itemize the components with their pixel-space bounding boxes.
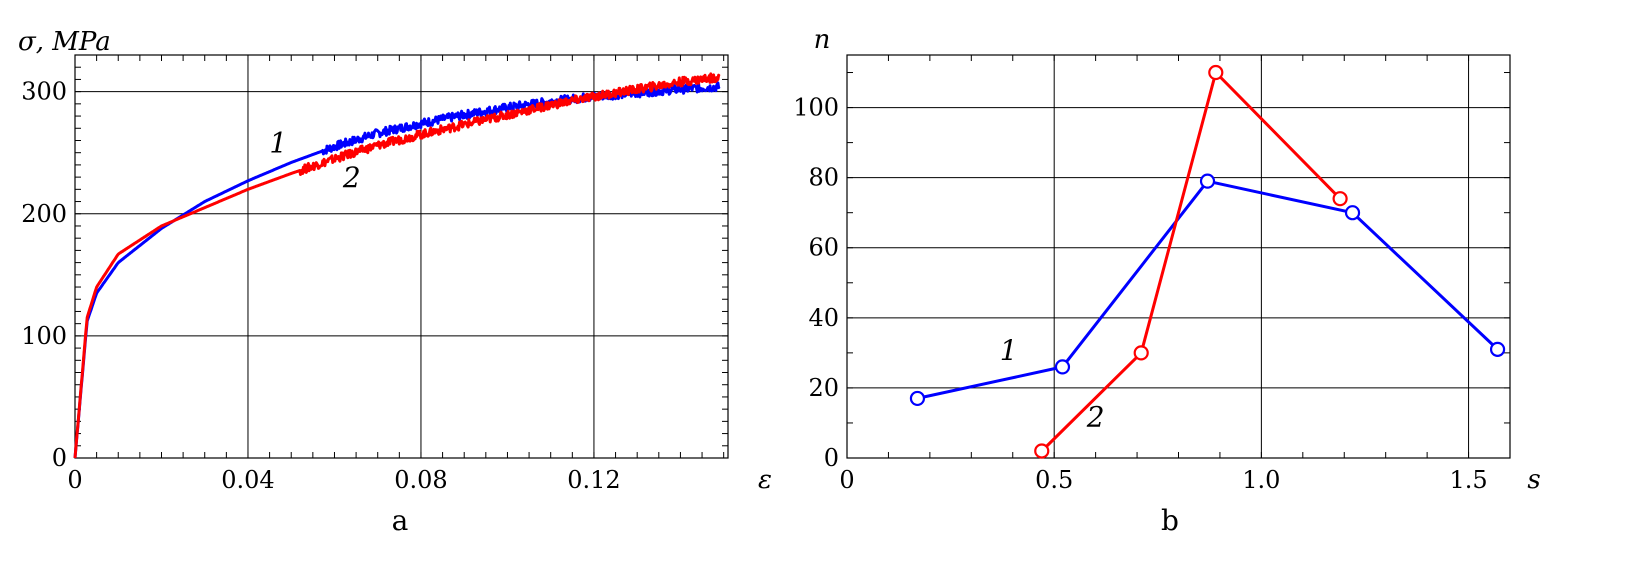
x-axis-title: ε (758, 465, 772, 495)
data-point (1054, 359, 1071, 375)
curve-label-1: 1 (269, 127, 287, 160)
minor-ticks (846, 55, 1511, 459)
x-tick-label: 0 (839, 466, 854, 494)
curve-label-1: 1 (1000, 334, 1018, 367)
x-tick-label: 0.04 (221, 466, 274, 494)
x-tick-label: 0.08 (394, 466, 447, 494)
y-tick-label: 60 (808, 234, 839, 262)
series-line-2 (73, 72, 721, 459)
y-tick-label: 0 (824, 444, 839, 472)
plot-frame (74, 54, 729, 459)
data-point (1489, 341, 1506, 357)
data-point (1034, 443, 1050, 459)
panel-a-chart: 0 0.04 0.08 0.12 0 100 200 300 σ, MPa ε a 1 2 (18, 27, 772, 537)
panel-b-chart: 0 0.5 1.0 1.5 0 20 40 60 80 100 n s b 1 2 (793, 25, 1540, 537)
data-point (1332, 191, 1348, 207)
y-axis-title: σ, MPa (18, 27, 111, 57)
series-line-2 (1040, 71, 1342, 453)
data-point (1199, 173, 1216, 189)
data-point (1344, 205, 1361, 221)
x-tick-label: 0 (67, 466, 82, 494)
x-tick-label: 0.5 (1035, 466, 1073, 494)
curve-label-2: 2 (342, 161, 361, 194)
y-tick-label: 200 (21, 200, 67, 228)
series-2: 2 (1034, 64, 1348, 459)
series-1: 1 (909, 173, 1506, 407)
y-tick-label: 20 (808, 374, 839, 402)
x-axis-title: s (1527, 465, 1540, 495)
y-tick-label: 40 (808, 304, 839, 332)
panel-label: a (392, 504, 409, 537)
plot-frame (846, 54, 1511, 459)
data-point (1208, 64, 1224, 81)
y-tick-label: 100 (21, 322, 67, 350)
x-tick-label: 0.12 (567, 466, 620, 494)
y-tick-label: 100 (793, 94, 839, 122)
curve-label-2: 2 (1086, 400, 1105, 433)
y-tick-label: 300 (21, 78, 67, 106)
y-tick-label: 80 (808, 164, 839, 192)
data-point (1133, 345, 1149, 361)
y-tick-label: 0 (52, 444, 67, 472)
panel-label: b (1161, 504, 1179, 537)
minor-ticks (74, 54, 728, 459)
x-tick-label: 1.0 (1242, 466, 1280, 494)
data-point (909, 390, 926, 407)
y-axis-title: n (814, 25, 831, 55)
x-tick-label: 1.5 (1449, 466, 1487, 494)
series-2: 2 (73, 72, 721, 459)
